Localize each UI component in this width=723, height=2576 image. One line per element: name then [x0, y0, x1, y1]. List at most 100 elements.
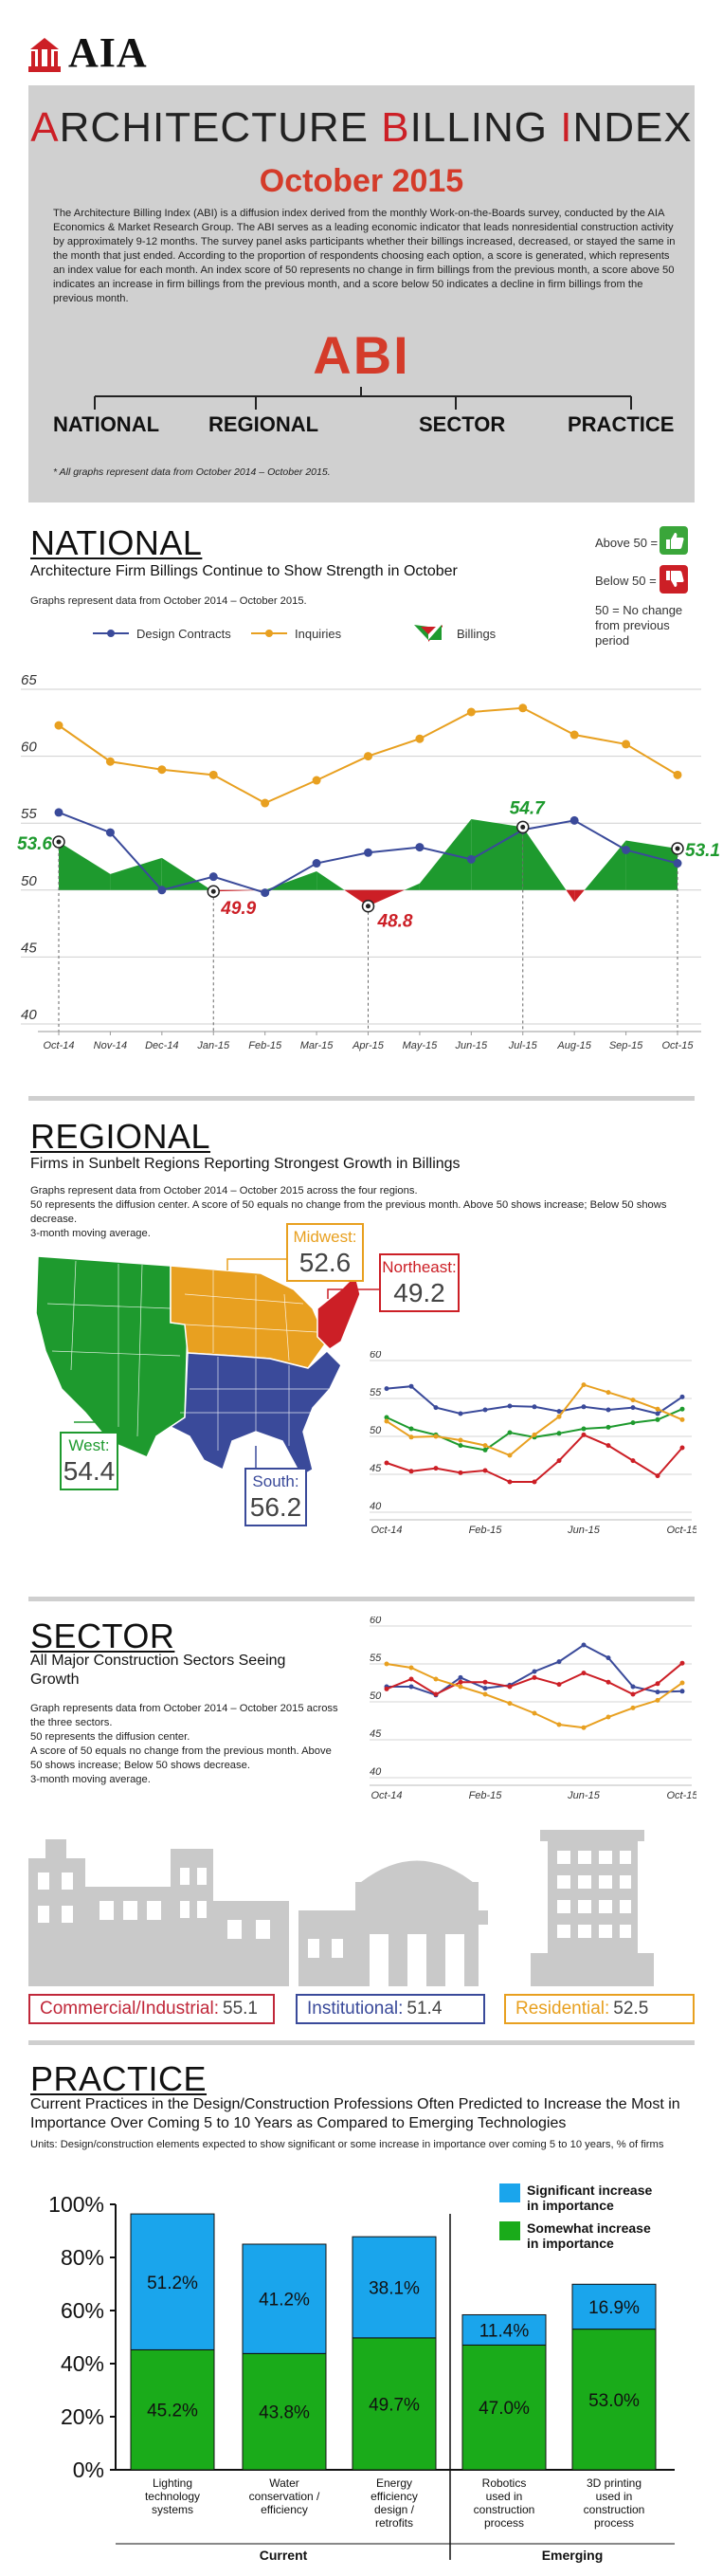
sector-note-line: 3-month moving average. — [30, 1774, 151, 1785]
y-tick-label: 80% — [61, 2245, 104, 2270]
data-point — [556, 1431, 562, 1436]
section-divider-1 — [28, 1096, 695, 1101]
data-point — [606, 1390, 611, 1396]
data-point — [408, 1434, 414, 1440]
billings-marker-dot — [675, 846, 680, 851]
abi-tree-lines — [94, 387, 632, 410]
data-point — [532, 1710, 537, 1716]
billings-area — [574, 889, 585, 903]
data-point — [415, 843, 425, 852]
abi-label: ABI — [313, 325, 410, 385]
data-point — [630, 1691, 636, 1697]
map-northeast-region — [316, 1273, 361, 1350]
data-point — [482, 1407, 488, 1413]
bar-value-label: 51.2% — [147, 2274, 198, 2293]
legend-swatch — [499, 2221, 520, 2240]
legend-label: Inquiries — [295, 627, 342, 641]
x-tick-label: Sep-15 — [609, 1040, 643, 1051]
category-label: efficiency — [371, 2490, 418, 2503]
data-point — [581, 1432, 587, 1437]
sector-value: 51.4 — [407, 1999, 443, 2019]
stacked-bar-segment — [130, 2213, 215, 2350]
y-tick-label: 40 — [21, 1007, 37, 1023]
category-label: conservation / — [249, 2490, 320, 2503]
practice-subtitle: Current Practices in the Design/Construc… — [30, 2095, 680, 2133]
x-tick-label: Jun-15 — [567, 1525, 601, 1536]
data-point — [655, 1690, 660, 1695]
data-point — [384, 1460, 389, 1466]
data-point — [54, 808, 63, 817]
group-label: Emerging — [542, 2548, 604, 2563]
data-point — [581, 1642, 587, 1648]
regional-note-line: 3-month moving average. — [30, 1228, 151, 1239]
legend-label: Billings — [457, 627, 497, 641]
category-label: retrofits — [375, 2516, 413, 2530]
sector-box-commercial: Commercial/Industrial: 55.1 — [28, 1994, 275, 2024]
data-point — [482, 1679, 488, 1685]
data-point — [655, 1697, 660, 1703]
stacked-bar-segment — [352, 2236, 437, 2339]
data-point — [384, 1686, 389, 1691]
page-title: ARCHITECTURE BILLING INDEX — [28, 104, 695, 152]
regional-subtitle: Firms in Sunbelt Regions Reporting Stron… — [30, 1156, 461, 1172]
x-tick-label: Feb-15 — [469, 1525, 503, 1536]
x-tick-label: Feb-15 — [248, 1040, 282, 1051]
data-point — [556, 1414, 562, 1419]
data-point — [679, 1406, 685, 1412]
nav-practice[interactable]: PRACTICE — [568, 412, 675, 436]
data-point — [364, 848, 372, 857]
practice-subtitle-line: Importance Over Coming 5 to 10 Years as … — [30, 2115, 567, 2131]
region-box-northeast: Northeast: 49.2 — [379, 1253, 460, 1312]
y-tick-label: 45 — [21, 940, 37, 956]
billings-area — [161, 857, 212, 890]
data-point — [630, 1458, 636, 1464]
x-tick-label: Oct-15 — [666, 1790, 696, 1801]
category-label: Water — [269, 2476, 299, 2490]
y-tick-label: 45 — [370, 1728, 382, 1740]
region-callout-lines — [74, 1258, 379, 1470]
data-point — [569, 815, 579, 825]
data-point — [312, 776, 321, 785]
key-below-label: Below 50 = — [595, 574, 657, 588]
data-point — [679, 1680, 685, 1686]
data-point — [532, 1479, 537, 1485]
billings-area — [404, 883, 420, 890]
billings-area — [110, 857, 162, 890]
x-tick-label: Aug-15 — [556, 1040, 591, 1051]
national-note: Graphs represent data from October 2014 … — [30, 595, 307, 607]
data-point — [312, 859, 321, 868]
data-point — [507, 1684, 513, 1690]
x-tick-label: Nov-14 — [94, 1040, 127, 1051]
data-point — [458, 1443, 463, 1449]
nav-national[interactable]: NATIONAL — [53, 412, 160, 436]
data-point — [630, 1398, 636, 1403]
category-label: systems — [152, 2503, 193, 2516]
data-point — [679, 1416, 685, 1422]
us-region-map — [35, 1255, 361, 1478]
data-point — [630, 1684, 636, 1690]
nav-regional[interactable]: REGIONAL — [208, 412, 319, 436]
sector-note-line: Graph represents data from October 2014 … — [30, 1703, 338, 1714]
data-point — [261, 798, 270, 808]
residential-building-icon — [531, 1830, 654, 1986]
national-chart: Design Contracts Inquiries Billings 40 45 50 5… — [17, 625, 720, 1051]
billings-legend-up-icon — [428, 625, 442, 640]
sector-label: Residential: — [515, 1999, 610, 2019]
data-point — [507, 1403, 513, 1409]
nav-sector[interactable]: SECTOR — [419, 412, 506, 436]
billings-value-label: 54.7 — [510, 798, 546, 818]
data-point — [105, 828, 115, 837]
data-point — [655, 1681, 660, 1687]
billings-value-label: 53.1 — [685, 841, 720, 861]
legend-swatch — [499, 2183, 520, 2202]
sector-box-institutional: Institutional: 51.4 — [296, 1994, 485, 2024]
sector-chart: 40 45 50 55 60 Oct-14 Feb-15 Jun-15 Oct-15 — [370, 1617, 696, 1801]
x-tick-label: Mar-15 — [300, 1040, 334, 1051]
data-point — [581, 1671, 587, 1676]
x-tick-label: Jan-15 — [196, 1040, 230, 1051]
x-tick-label: Oct-14 — [43, 1040, 74, 1051]
x-tick-label: Oct-15 — [666, 1525, 696, 1536]
data-point — [433, 1676, 439, 1682]
key-above-label: Above 50 = — [595, 536, 659, 550]
category-label: design / — [374, 2503, 415, 2516]
